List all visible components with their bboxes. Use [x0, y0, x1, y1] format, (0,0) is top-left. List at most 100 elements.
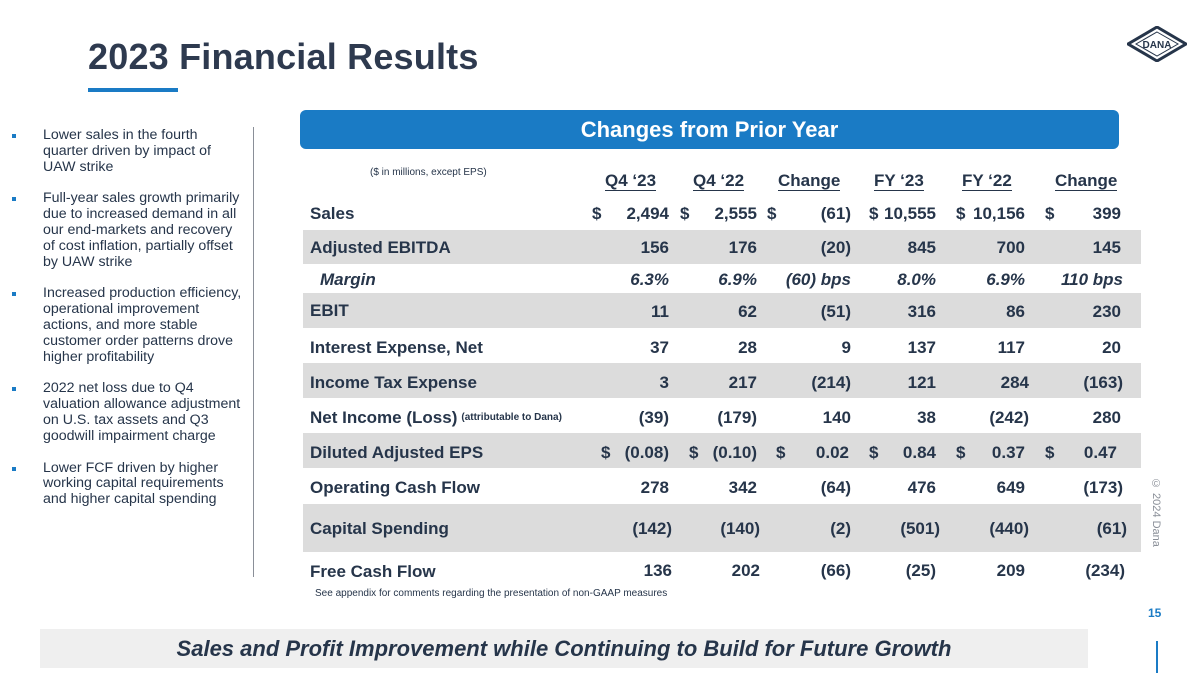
cell-q4-22: (179): [717, 408, 757, 427]
square-bullet-icon: [12, 466, 16, 471]
dollar-sign: $: [869, 204, 879, 223]
cell-q4-change: 9: [841, 338, 851, 357]
cell-fy-22: 10,156: [973, 204, 1025, 223]
cell-fy-22: (242): [989, 408, 1029, 427]
dollar-sign: $: [767, 204, 777, 223]
cell-q4-22: 176: [728, 238, 757, 257]
bullet-item: Increased production efficiency, operati…: [10, 285, 245, 365]
dollar-sign: $: [1045, 443, 1055, 462]
table-row-capital-spending: Capital Spending (142) (140) (2) (501) (…: [303, 504, 1141, 552]
column-header-fy-change: Change: [1055, 171, 1118, 191]
cell-fy-23: 476: [907, 478, 936, 497]
table-row-adjusted-ebitda: Adjusted EBITDA 156 176 (20) 845 700 145: [303, 230, 1141, 264]
cell-q4-23: 6.3%: [630, 270, 669, 289]
cell-fy-23: 10,555: [884, 204, 936, 223]
dollar-sign: $: [1045, 204, 1055, 223]
table-header: Q4 ‘23 Q4 ‘22 Change FY ‘23 FY ‘22 Chang…: [0, 172, 1200, 192]
cell-q4-23: (39): [638, 408, 669, 427]
cell-fy-23: 137: [907, 338, 936, 357]
column-header-q4-22: Q4 ‘22: [693, 171, 745, 191]
cell-fy-22: 0.37: [991, 443, 1025, 462]
cell-fy-change: 145: [1092, 238, 1121, 257]
cell-q4-22: (0.10): [712, 443, 757, 462]
dollar-sign: $: [869, 443, 879, 462]
row-label-text: Net Income (Loss): [310, 408, 458, 427]
cell-q4-22: 202: [731, 561, 760, 580]
cell-q4-change: (60) bps: [785, 270, 851, 289]
bullet-text: Lower FCF driven by higher working capit…: [43, 459, 224, 508]
footnote: See appendix for comments regarding the …: [315, 588, 668, 599]
cell-fy-22: 700: [996, 238, 1025, 257]
row-label: Sales: [310, 204, 355, 223]
cell-fy-23: (501): [900, 519, 940, 538]
dollar-sign: $: [689, 443, 699, 462]
bullet-text: Full-year sales growth primarily due to …: [43, 190, 240, 270]
cell-q4-change: 140: [822, 408, 851, 427]
cell-q4-23: 278: [640, 478, 669, 497]
dollar-sign: $: [592, 204, 602, 223]
row-label: Free Cash Flow: [310, 562, 436, 581]
square-bullet-icon: [12, 197, 16, 202]
bullet-item: Lower sales in the fourth quarter driven…: [10, 127, 245, 175]
row-label: Capital Spending: [310, 519, 449, 538]
square-bullet-icon: [12, 134, 16, 138]
dollar-sign: $: [956, 204, 966, 223]
table-row-ebit: EBIT 11 62 (51) 316 86 230: [303, 293, 1141, 328]
cell-fy-23: 38: [917, 408, 936, 427]
row-label: Operating Cash Flow: [310, 478, 481, 497]
cell-fy-23: (25): [905, 561, 936, 580]
table-row-net-income: Net Income (Loss) (attributable to Dana) …: [303, 398, 1141, 433]
bullet-text: Lower sales in the fourth quarter driven…: [43, 127, 211, 175]
cell-q4-change: (66): [820, 561, 851, 580]
dollar-sign: $: [776, 443, 786, 462]
cell-fy-change: 0.47: [1083, 443, 1117, 462]
cell-fy-23: 0.84: [902, 443, 936, 462]
row-sublabel: (attributable to Dana): [461, 412, 562, 423]
cell-fy-change: (173): [1083, 478, 1123, 497]
bullet-list: Lower sales in the fourth quarter driven…: [10, 127, 245, 524]
cell-fy-22: 284: [1000, 373, 1029, 392]
cell-q4-change: (2): [830, 519, 851, 538]
row-label: Adjusted EBITDA: [310, 238, 451, 257]
cell-q4-22: (140): [720, 519, 760, 538]
cell-q4-23: 11: [651, 302, 669, 321]
page-accent-line: [1156, 641, 1158, 673]
cell-fy-change: (234): [1085, 561, 1125, 580]
cell-fy-change: 230: [1092, 302, 1121, 321]
table-row-sales: Sales $ 2,494 $ 2,555 $ (61) $ 10,555 $ …: [303, 196, 1141, 230]
cell-q4-23: 156: [640, 238, 669, 257]
bullet-text: 2022 net loss due to Q4 valuation allowa…: [43, 380, 241, 444]
page-number: 15: [1148, 606, 1162, 620]
cell-fy-23: 8.0%: [897, 270, 936, 289]
dollar-sign: $: [601, 443, 611, 462]
table-row-diluted-eps: Diluted Adjusted EPS $ (0.08) $ (0.10) $…: [303, 433, 1141, 468]
cell-q4-22: 342: [728, 478, 757, 497]
cell-fy-22: 649: [996, 478, 1025, 497]
cell-q4-22: 6.9%: [718, 270, 757, 289]
dollar-sign: $: [956, 443, 966, 462]
cell-fy-change: 280: [1092, 408, 1121, 427]
square-bullet-icon: [12, 292, 16, 297]
row-label: Diluted Adjusted EPS: [310, 443, 484, 462]
copyright: © 2024 Dana: [1150, 478, 1162, 547]
bullet-text: Increased production efficiency, operati…: [43, 285, 242, 365]
cell-q4-23: 2,494: [626, 204, 669, 223]
column-header-fy-23: FY ‘23: [874, 171, 924, 191]
cell-q4-23: 3: [659, 373, 669, 392]
cell-q4-22: 2,555: [714, 204, 757, 223]
cell-q4-23: 37: [650, 338, 669, 357]
square-bullet-icon: [12, 387, 16, 392]
cell-q4-22: 62: [738, 302, 757, 321]
page-title: 2023 Financial Results: [88, 36, 479, 77]
cell-q4-22: 28: [738, 338, 757, 357]
cell-q4-change: (61): [820, 204, 851, 223]
row-label: Margin: [320, 270, 376, 289]
cell-q4-23: 136: [643, 561, 672, 580]
cell-q4-change: (20): [820, 238, 851, 257]
cell-q4-change: 0.02: [815, 443, 849, 462]
cell-q4-23: (142): [632, 519, 672, 538]
bullet-item: 2022 net loss due to Q4 valuation allowa…: [10, 380, 245, 444]
title-underline: [88, 88, 178, 92]
logo-text: DANA: [1143, 40, 1172, 51]
cell-fy-change: 399: [1092, 204, 1121, 223]
